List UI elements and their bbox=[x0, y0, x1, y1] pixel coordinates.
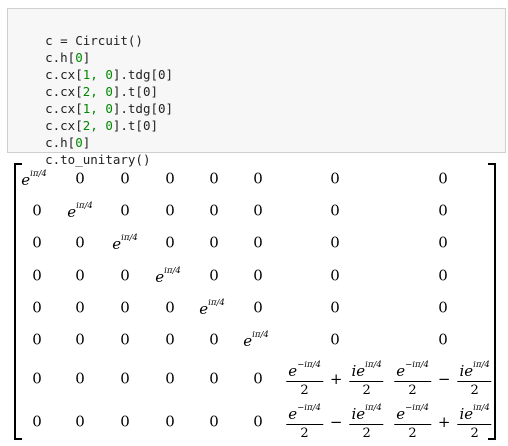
matrix-cell: 0 bbox=[438, 233, 448, 252]
matrix-cell: 0 bbox=[330, 266, 340, 285]
code-line: c.to_unitary() bbox=[45, 152, 151, 167]
matrix-cell: 0 bbox=[209, 369, 219, 388]
matrix-cell: 0 bbox=[75, 266, 85, 285]
matrix-cell: 0 bbox=[75, 412, 85, 431]
code-line: c.h[0] bbox=[45, 135, 91, 150]
matrix-cell: 0 bbox=[75, 330, 85, 349]
matrix-cell: 0 bbox=[330, 298, 340, 317]
matrix-cell: 0 bbox=[165, 330, 175, 349]
code-line: c.h[0] bbox=[45, 50, 91, 65]
matrix-cell: eiπ/4 bbox=[21, 169, 47, 189]
code-line: c = Circuit() bbox=[45, 33, 143, 48]
matrix-cell: e−iπ/4 2 + ieiπ/4 2 bbox=[394, 403, 492, 441]
matrix-cell: 0 bbox=[209, 330, 219, 349]
matrix-cell: 0 bbox=[120, 201, 130, 220]
matrix-cell: 0 bbox=[32, 298, 42, 317]
matrix-cell: 0 bbox=[330, 169, 340, 188]
matrix-cell: eiπ/4 bbox=[243, 330, 269, 350]
matrix-cell: 0 bbox=[330, 330, 340, 349]
matrix-cell: e−iπ/4 2 − ieiπ/4 2 bbox=[286, 403, 384, 441]
matrix-cell: eiπ/4 bbox=[67, 201, 93, 221]
matrix-cell: 0 bbox=[438, 201, 448, 220]
code-line: c.cx[1, 0].tdg[0] bbox=[45, 101, 174, 116]
matrix-cell: 0 bbox=[120, 169, 130, 188]
matrix-cell: 0 bbox=[32, 201, 42, 220]
matrix-cell: 0 bbox=[209, 266, 219, 285]
matrix-cell: 0 bbox=[120, 330, 130, 349]
matrix-cell: 0 bbox=[75, 369, 85, 388]
matrix-cell: 0 bbox=[209, 412, 219, 431]
matrix-cell: 0 bbox=[165, 169, 175, 188]
code-line: c.cx[2, 0].t[0] bbox=[45, 118, 159, 133]
matrix-cell: 0 bbox=[253, 233, 263, 252]
matrix-cell: 0 bbox=[75, 169, 85, 188]
matrix-cell: 0 bbox=[32, 266, 42, 285]
matrix-cell: eiπ/4 bbox=[155, 266, 181, 286]
output-area: eiπ/4 0 0 0 0 0 0 0 0 eiπ/4 0 0 0 0 0 0 … bbox=[0, 158, 508, 446]
matrix-cell: 0 bbox=[438, 298, 448, 317]
matrix-cell: 0 bbox=[32, 369, 42, 388]
matrix-cell: 0 bbox=[330, 233, 340, 252]
matrix-cell: 0 bbox=[165, 201, 175, 220]
matrix-cell: 0 bbox=[75, 298, 85, 317]
matrix-cell: 0 bbox=[253, 201, 263, 220]
matrix-left-bracket bbox=[14, 163, 22, 440]
matrix-cell: e−iπ/4 2 + ieiπ/4 2 bbox=[286, 360, 384, 398]
matrix-cell: 0 bbox=[32, 233, 42, 252]
matrix-cell: 0 bbox=[165, 412, 175, 431]
matrix-cell: 0 bbox=[120, 369, 130, 388]
matrix-cell: 0 bbox=[120, 298, 130, 317]
matrix-cell: 0 bbox=[253, 266, 263, 285]
matrix-cell: e−iπ/4 2 − ieiπ/4 2 bbox=[394, 360, 492, 398]
matrix-cell: 0 bbox=[438, 266, 448, 285]
matrix-cell: 0 bbox=[209, 169, 219, 188]
matrix-cell: eiπ/4 bbox=[199, 298, 225, 318]
matrix-cell: 0 bbox=[209, 233, 219, 252]
matrix-cell: 0 bbox=[32, 412, 42, 431]
matrix-cell: 0 bbox=[165, 298, 175, 317]
matrix-cell: 0 bbox=[32, 330, 42, 349]
matrix-cell: 0 bbox=[253, 412, 263, 431]
matrix-cell: 0 bbox=[120, 266, 130, 285]
matrix-cell: 0 bbox=[438, 330, 448, 349]
matrix-cell: 0 bbox=[438, 169, 448, 188]
matrix-cell: 0 bbox=[165, 369, 175, 388]
matrix-cell: eiπ/4 bbox=[112, 233, 138, 253]
matrix-cell: 0 bbox=[75, 233, 85, 252]
matrix-cell: 0 bbox=[330, 201, 340, 220]
code-line: c.cx[2, 0].t[0] bbox=[45, 84, 159, 99]
matrix-cell: 0 bbox=[253, 298, 263, 317]
code-cell[interactable]: c = Circuit() c.h[0] c.cx[1, 0].tdg[0] c… bbox=[7, 8, 506, 167]
matrix-cell: 0 bbox=[209, 201, 219, 220]
matrix-cell: 0 bbox=[120, 412, 130, 431]
matrix-cell: 0 bbox=[253, 169, 263, 188]
matrix-cell: 0 bbox=[253, 369, 263, 388]
code-line: c.cx[1, 0].tdg[0] bbox=[45, 67, 174, 82]
matrix-right-bracket bbox=[488, 163, 496, 440]
matrix-cell: 0 bbox=[165, 233, 175, 252]
